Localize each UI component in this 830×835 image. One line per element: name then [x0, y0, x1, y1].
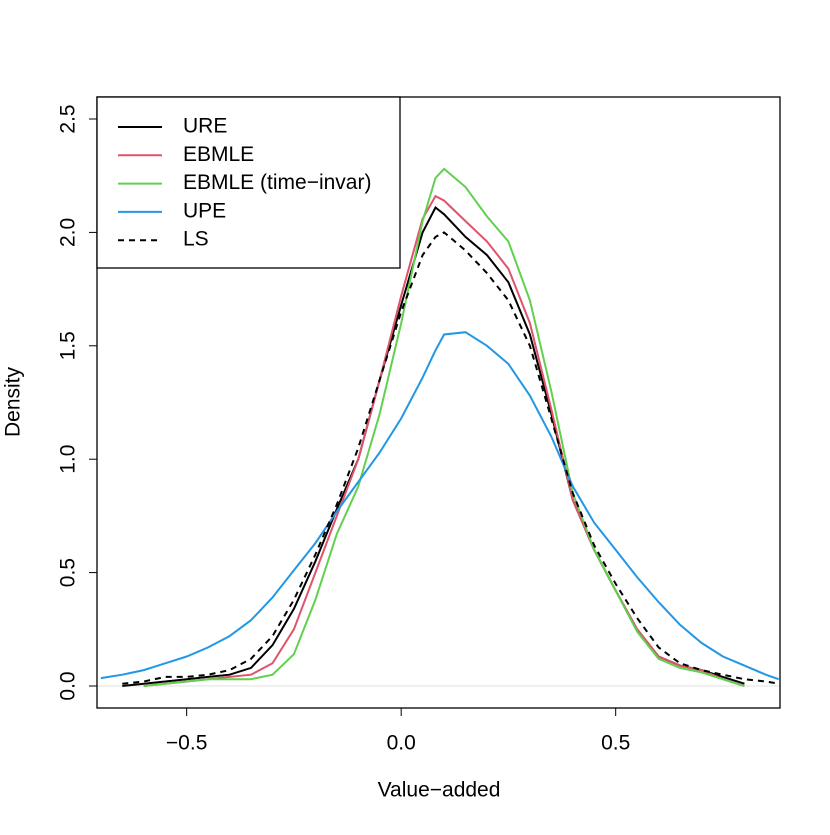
legend-label: LS: [183, 228, 209, 251]
x-tick-label: −0.5: [166, 732, 207, 755]
x-tick-label: 0.5: [601, 732, 630, 755]
y-tick-label: 0.5: [57, 558, 80, 587]
legend-label: URE: [183, 115, 227, 138]
legend: URE EBMLE EBMLE (time−invar) UPE LS: [96, 96, 401, 269]
series-line: [100, 331, 780, 681]
y-tick-label: 2.0: [57, 218, 80, 247]
plot-frame: [96, 96, 781, 709]
x-axis-label: Value−added: [378, 779, 501, 802]
y-axis-label: Density: [2, 366, 25, 437]
y-tick-label: 0.0: [57, 671, 80, 700]
y-tick-label: 2.5: [57, 104, 80, 133]
legend-label: EBMLE: [183, 143, 254, 166]
legend-label: UPE: [183, 199, 226, 222]
legend-label: EBMLE (time−invar): [183, 171, 371, 194]
y-tick-label: 1.5: [57, 331, 80, 360]
series-line: [122, 231, 779, 685]
series-line: [143, 167, 745, 687]
series-line: [143, 194, 745, 687]
y-tick-label: 1.0: [57, 445, 80, 474]
series-line: [122, 205, 745, 687]
x-tick-label: 0.0: [387, 732, 416, 755]
legend-box: [96, 96, 401, 269]
